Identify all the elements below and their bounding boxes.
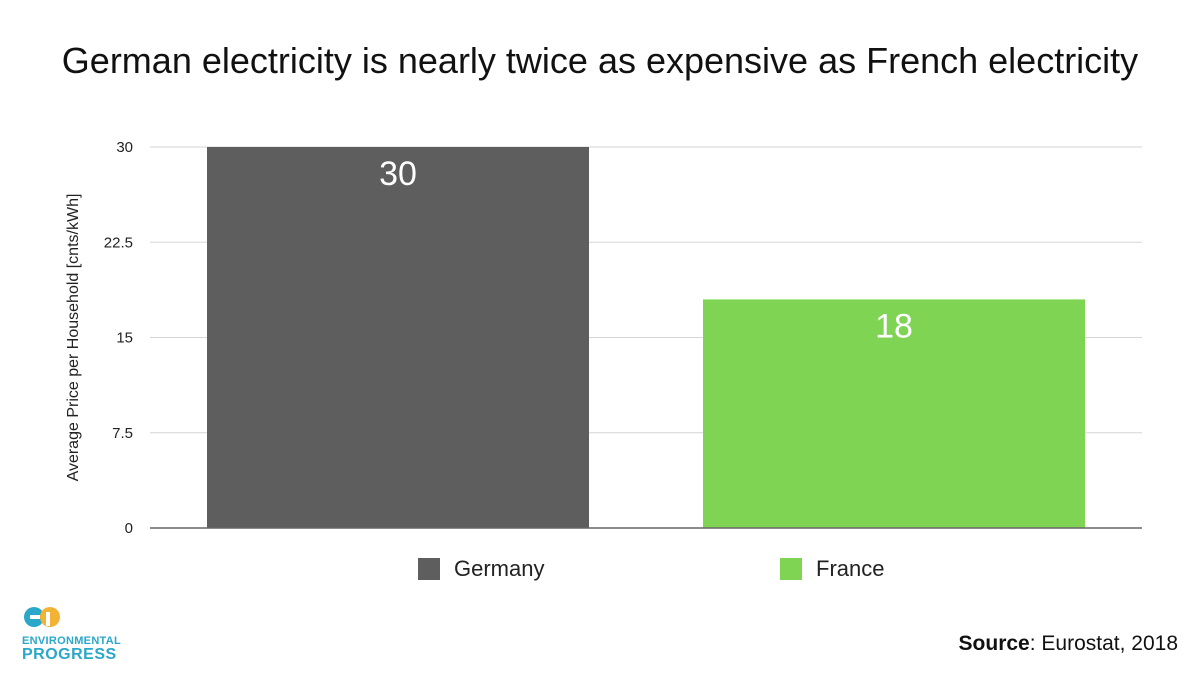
logo-text-line1: ENVIRONMENTAL <box>22 635 122 647</box>
bar-france <box>703 299 1085 528</box>
bar-germany <box>207 147 589 528</box>
chart-title: German electricity is nearly twice as ex… <box>61 40 1139 81</box>
logo-text-line2: PROGRESS <box>22 646 117 663</box>
legend-label-france: France <box>816 556 885 581</box>
legend-item-france: France <box>780 556 884 582</box>
legend-swatch-germany <box>418 558 440 580</box>
environmental-progress-logo: ENVIRONMENTAL PROGRESS <box>22 606 122 663</box>
y-tick-label: 15 <box>116 330 133 347</box>
y-tick-label: 0 <box>125 520 133 537</box>
legend-swatch-france <box>780 558 802 580</box>
legend-item-germany: Germany <box>418 556 544 582</box>
ep-logo-icon <box>24 607 60 627</box>
source-note: Source: Eurostat, 2018 <box>959 632 1178 656</box>
y-axis-ticks: 0 7.5 15 22.5 30 <box>104 139 133 537</box>
y-tick-label: 30 <box>116 139 133 156</box>
bars: 30 18 <box>207 147 1085 528</box>
legend-label-germany: Germany <box>454 556 545 581</box>
source-text: : Eurostat, 2018 <box>1029 632 1178 655</box>
y-tick-label: 22.5 <box>104 234 133 251</box>
y-tick-label: 7.5 <box>112 425 133 442</box>
source-label: Source <box>958 632 1030 655</box>
bar-value-label-germany: 30 <box>379 155 417 193</box>
bar-value-label-france: 18 <box>875 307 913 345</box>
y-axis-title: Average Price per Household [cnts/kWh] <box>65 194 82 482</box>
